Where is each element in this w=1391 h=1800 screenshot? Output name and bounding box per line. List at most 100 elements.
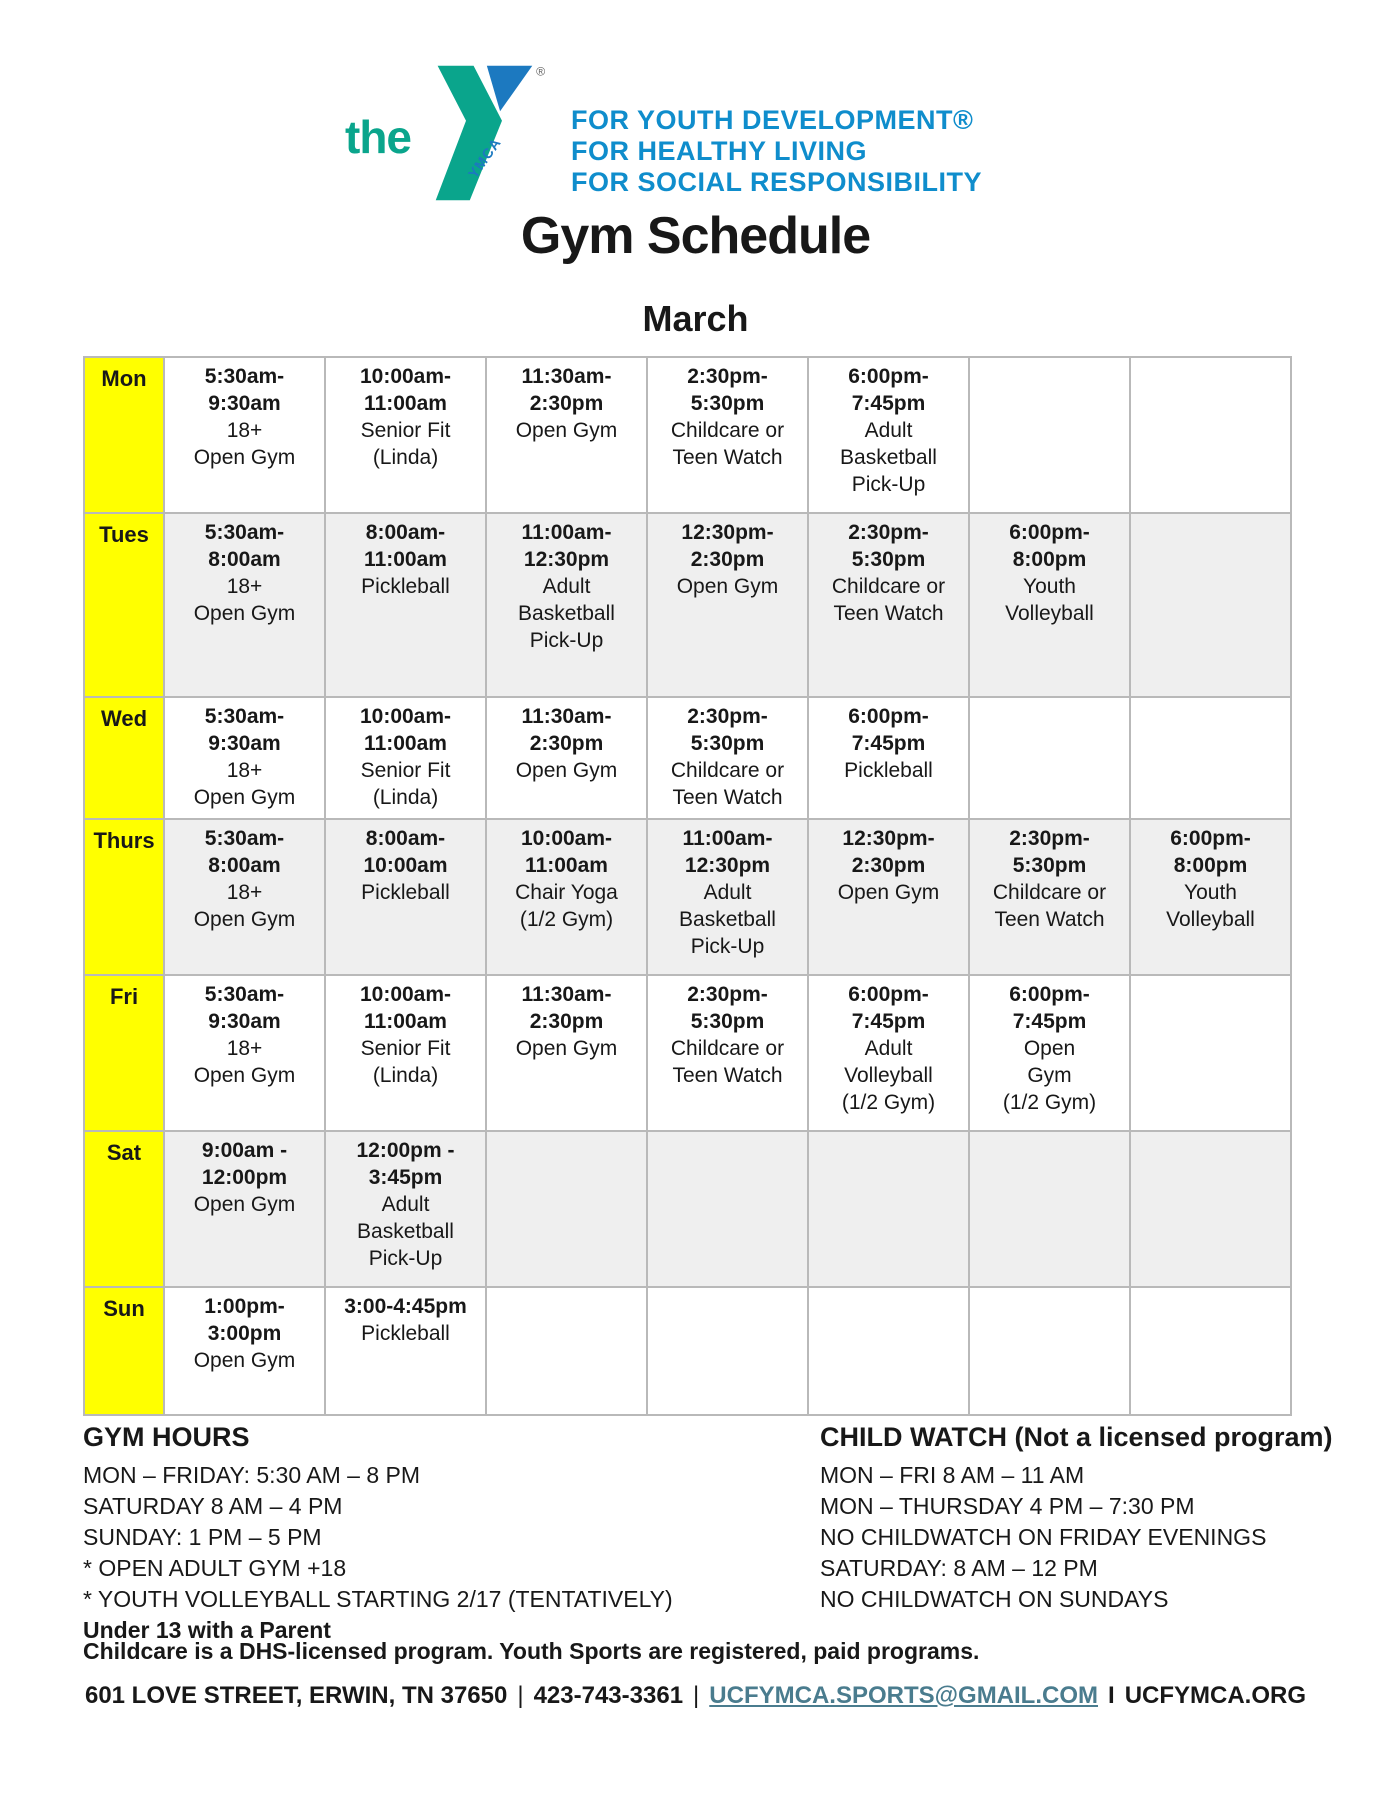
gym-hours-line: SATURDAY 8 AM – 4 PM xyxy=(83,1493,343,1519)
cell-activity: Senior Fit (Linda) xyxy=(360,759,451,809)
cell-activity: Open Gym xyxy=(515,1037,618,1060)
cell-time: 5:30am- 9:30am xyxy=(204,983,285,1033)
cell-time: 6:00pm- 7:45pm xyxy=(1009,983,1090,1033)
cell-activity: Open Gym (1/2 Gym) xyxy=(1002,1037,1097,1114)
schedule-cell: 10:00am- 11:00am Senior Fit (Linda) xyxy=(324,356,487,514)
schedule-cell-empty xyxy=(968,696,1131,820)
footer-website: UCFYMCA.ORG xyxy=(1124,1682,1307,1709)
ymca-y-icon: ® YMCA xyxy=(435,64,545,201)
gym-hours-line: * YOUTH VOLLEYBALL STARTING 2/17 (TENTAT… xyxy=(83,1586,673,1612)
schedule-cell: 2:30pm- 5:30pm Childcare or Teen Watch xyxy=(968,818,1131,976)
cell-activity: Adult Basketball Pick-Up xyxy=(840,419,937,496)
cell-activity: Senior Fit (Linda) xyxy=(360,1037,451,1087)
cell-activity: Pickleball xyxy=(361,881,450,904)
schedule-cell: 12:30pm- 2:30pm Open Gym xyxy=(807,818,970,976)
footer-phone: 423-743-3361 xyxy=(533,1682,684,1709)
y-blue-triangle xyxy=(486,65,533,112)
schedule-cell-empty xyxy=(968,1286,1131,1416)
cell-activity: Childcare or Teen Watch xyxy=(831,575,946,625)
cell-time: 2:30pm- 5:30pm xyxy=(1009,827,1090,877)
cell-activity: Pickleball xyxy=(844,759,933,782)
cell-activity: 18+ Open Gym xyxy=(193,759,296,809)
schedule-row-sat: Sat 9:00am -12:00pm Open Gym 12:00pm -3:45p… xyxy=(83,1130,1292,1288)
footer-email-link[interactable]: UCFYMCA.SPORTS@GMAIL.COM xyxy=(709,1682,1099,1709)
schedule-row-thurs: Thurs 5:30am- 8:00am 18+ Open Gym 8:00am- 10:0… xyxy=(83,818,1292,976)
cell-time: 5:30am- 8:00am xyxy=(204,521,285,571)
cell-time: 8:00am- 11:00am xyxy=(364,521,447,571)
day-label-sat: Sat xyxy=(83,1130,165,1288)
schedule-table-body: Mon 5:30am- 9:30am 18+ Open Gym 10:00am- 11:00… xyxy=(83,356,1292,1416)
y-green-chevron xyxy=(435,65,502,201)
childcare-program-note-wrap: Childcare is a DHS-licensed program. You… xyxy=(83,1636,1333,1667)
footer-separator: | xyxy=(693,1682,700,1709)
cell-activity: Adult Basketball Pick-Up xyxy=(679,881,776,958)
schedule-cell: 6:00pm- 8:00pm Youth Volleyball xyxy=(968,512,1131,698)
child-watch-line: MON – FRI 8 AM – 11 AM xyxy=(820,1462,1085,1488)
schedule-row-sun: Sun 1:00pm- 3:00pm Open Gym 3:00-4:45pm Pickl… xyxy=(83,1286,1292,1416)
gym-hours-heading: GYM HOURS xyxy=(83,1422,250,1452)
cell-activity: Open Gym xyxy=(837,881,940,904)
schedule-cell-empty xyxy=(485,1130,648,1288)
schedule-cell: 11:00am- 12:30pm Adult Basketball Pick-Up xyxy=(485,512,648,698)
cell-time: 8:00am- 10:00am xyxy=(363,827,448,877)
schedule-cell-empty xyxy=(646,1286,809,1416)
cell-activity: 18+ Open Gym xyxy=(193,1037,296,1087)
cell-activity: 18+ Open Gym xyxy=(193,575,296,625)
schedule-cell: 11:30am- 2:30pm Open Gym xyxy=(485,696,648,820)
schedule-row-wed: Wed 5:30am- 9:30am 18+ Open Gym 10:00am- 11:00… xyxy=(83,696,1292,820)
cell-activity: 18+ Open Gym xyxy=(193,419,296,469)
cell-time: 6:00pm- 8:00pm xyxy=(1170,827,1251,877)
schedule-cell: 6:00pm- 7:45pm Pickleball xyxy=(807,696,970,820)
cell-activity: Chair Yoga (1/2 Gym) xyxy=(515,881,618,931)
schedule-cell: 5:30am- 9:30am 18+ Open Gym xyxy=(163,696,326,820)
schedule-cell: 6:00pm- 7:45pm Adult Basketball Pick-Up xyxy=(807,356,970,514)
schedule-cell: 10:00am- 11:00am Chair Yoga (1/2 Gym) xyxy=(485,818,648,976)
cell-time: 12:30pm- 2:30pm xyxy=(681,521,774,571)
cell-activity: Childcare or Teen Watch xyxy=(670,759,785,809)
cell-activity: Adult Volleyball (1/2 Gym) xyxy=(841,1037,936,1114)
day-label-thurs: Thurs xyxy=(83,818,165,976)
tagline-healthy-living: FOR HEALTHY LIVING xyxy=(571,136,868,166)
cell-time: 10:00am- 11:00am xyxy=(520,827,613,877)
cell-time: 6:00pm- 8:00pm xyxy=(1009,521,1090,571)
cell-time: 6:00pm- 7:45pm xyxy=(848,983,929,1033)
cell-activity: Open Gym xyxy=(193,1349,296,1372)
schedule-cell-empty xyxy=(968,1130,1131,1288)
cell-activity: Senior Fit (Linda) xyxy=(360,419,451,469)
gym-schedule-table: Mon 5:30am- 9:30am 18+ Open Gym 10:00am- 11:00… xyxy=(83,356,1292,1416)
schedule-row-mon: Mon 5:30am- 9:30am 18+ Open Gym 10:00am- 11:00… xyxy=(83,356,1292,514)
schedule-cell: 6:00pm- 8:00pm Youth Volleyball xyxy=(1129,818,1292,976)
schedule-cell-empty xyxy=(646,1130,809,1288)
cell-activity: Youth Volleyball xyxy=(1005,575,1094,625)
cell-time: 11:30am- 2:30pm xyxy=(521,705,612,755)
schedule-cell: 5:30am- 8:00am 18+ Open Gym xyxy=(163,512,326,698)
cell-activity: Adult Basketball Pick-Up xyxy=(518,575,615,652)
page-title: Gym Schedule xyxy=(520,207,871,265)
child-watch-section: CHILD WATCH (Not a licensed program) MON… xyxy=(820,1422,1380,1615)
cell-activity: Open Gym xyxy=(515,419,618,442)
day-label-fri: Fri xyxy=(83,974,165,1132)
tagline-youth-development: FOR YOUTH DEVELOPMENT® xyxy=(571,105,974,135)
schedule-cell-empty xyxy=(1129,512,1292,698)
cell-time: 6:00pm- 7:45pm xyxy=(848,705,929,755)
cell-time: 6:00pm- 7:45pm xyxy=(848,365,929,415)
cell-time: 2:30pm- 5:30pm xyxy=(687,705,768,755)
month-subtitle: March xyxy=(642,298,749,339)
cell-time: 10:00am- 11:00am xyxy=(359,705,452,755)
cell-time: 2:30pm- 5:30pm xyxy=(687,983,768,1033)
schedule-cell: 10:00am- 11:00am Senior Fit (Linda) xyxy=(324,974,487,1132)
tagline-social-responsibility: FOR SOCIAL RESPONSIBILITY xyxy=(571,167,983,197)
schedule-cell-empty xyxy=(1129,696,1292,820)
cell-activity: Adult Basketball Pick-Up xyxy=(357,1193,454,1270)
gym-hours-line: SUNDAY: 1 PM – 5 PM xyxy=(83,1524,322,1550)
cell-activity: Childcare or Teen Watch xyxy=(992,881,1107,931)
day-label-wed: Wed xyxy=(83,696,165,820)
cell-time: 11:30am- 2:30pm xyxy=(521,983,612,1033)
schedule-cell-empty xyxy=(1129,356,1292,514)
footer-address: 601 LOVE STREET, ERWIN, TN 37650 xyxy=(84,1682,508,1709)
cell-time: 12:30pm- 2:30pm xyxy=(842,827,935,877)
schedule-cell: 3:00-4:45pm Pickleball xyxy=(324,1286,487,1416)
cell-time: 11:00am- 12:30pm xyxy=(521,521,612,571)
cell-time: 11:30am- 2:30pm xyxy=(521,365,612,415)
schedule-cell: 5:30am- 8:00am 18+ Open Gym xyxy=(163,818,326,976)
